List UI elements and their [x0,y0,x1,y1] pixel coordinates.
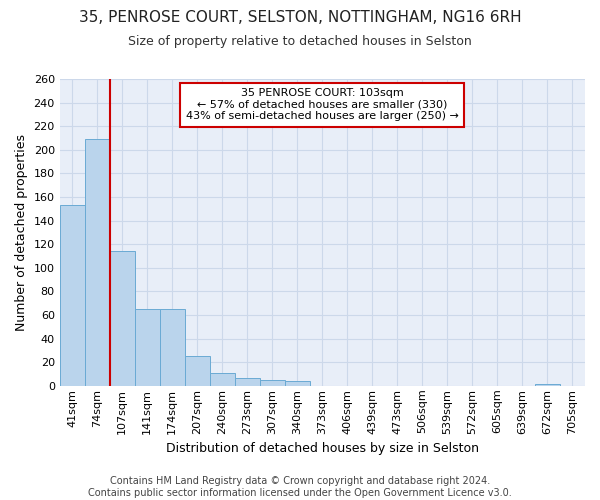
Bar [210,373,235,386]
Bar [260,380,285,386]
Bar [285,381,310,386]
Bar [160,309,185,386]
Text: Contains HM Land Registry data © Crown copyright and database right 2024.
Contai: Contains HM Land Registry data © Crown c… [88,476,512,498]
Bar [135,309,160,386]
X-axis label: Distribution of detached houses by size in Selston: Distribution of detached houses by size … [166,442,479,455]
Text: 35 PENROSE COURT: 103sqm
← 57% of detached houses are smaller (330)
43% of semi-: 35 PENROSE COURT: 103sqm ← 57% of detach… [186,88,459,122]
Text: Size of property relative to detached houses in Selston: Size of property relative to detached ho… [128,35,472,48]
Bar [110,252,135,386]
Bar [59,206,85,386]
Bar [535,384,560,386]
Bar [185,356,210,386]
Y-axis label: Number of detached properties: Number of detached properties [15,134,28,331]
Text: 35, PENROSE COURT, SELSTON, NOTTINGHAM, NG16 6RH: 35, PENROSE COURT, SELSTON, NOTTINGHAM, … [79,10,521,25]
Bar [235,378,260,386]
Bar [85,139,110,386]
